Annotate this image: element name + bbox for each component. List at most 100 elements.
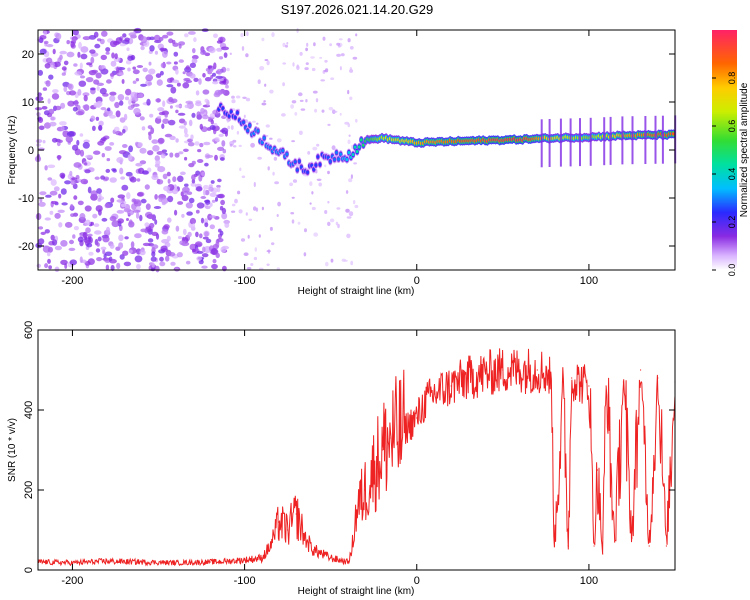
noise-speck (215, 241, 220, 248)
noise-speck (282, 42, 286, 48)
noise-speck (102, 236, 110, 243)
noise-speck (82, 231, 88, 239)
noise-speck (291, 140, 295, 143)
noise-speck (243, 114, 246, 119)
noise-speck (214, 137, 220, 142)
noise-speck (313, 42, 316, 47)
snr-point (550, 377, 552, 379)
noise-speck (198, 78, 202, 85)
noise-speck (146, 98, 151, 106)
noise-speck (119, 117, 126, 123)
noise-speck (115, 37, 123, 44)
noise-speck (292, 62, 295, 67)
noise-speck (44, 217, 51, 221)
noise-speck (347, 89, 350, 95)
noise-speck (320, 79, 326, 82)
noise-speck (97, 198, 102, 202)
noise-speck (116, 262, 121, 270)
noise-speck (116, 199, 124, 203)
noise-speck (130, 241, 135, 249)
noise-speck (221, 140, 226, 147)
noise-speck (141, 126, 146, 131)
noise-speck (204, 231, 209, 237)
ridge-core (318, 163, 322, 167)
noise-speck (178, 151, 184, 155)
noise-speck (48, 265, 52, 270)
noise-speck (218, 228, 222, 233)
noise-speck (205, 199, 211, 205)
noise-speck (347, 123, 351, 128)
noise-speck (90, 190, 98, 197)
noise-speck (78, 41, 82, 49)
noise-speck (290, 212, 295, 215)
noise-speck (128, 219, 133, 225)
noise-speck (84, 219, 91, 226)
snr-point (622, 381, 625, 383)
ridge-core (359, 138, 363, 142)
noise-speck (156, 179, 164, 185)
noise-speck (289, 182, 293, 187)
noise-speck (245, 97, 251, 102)
noise-speck (170, 98, 178, 104)
noise-speck (155, 98, 162, 103)
noise-speck (85, 154, 93, 159)
noise-speck (229, 52, 232, 56)
noise-speck (253, 182, 256, 187)
noise-speck (183, 148, 189, 152)
snr-point (605, 385, 607, 387)
noise-speck (169, 152, 174, 158)
noise-speck (349, 67, 353, 71)
noise-speck (182, 71, 186, 75)
noise-speck (119, 254, 125, 260)
noise-speck (327, 221, 331, 226)
snr-point (398, 433, 401, 435)
noise-speck (61, 72, 66, 76)
noise-speck (131, 198, 137, 203)
noise-speck (355, 33, 358, 37)
ridge-core (353, 145, 357, 149)
noise-speck (267, 166, 270, 171)
noise-speck (72, 106, 78, 112)
noise-speck (177, 112, 186, 116)
noise-speck (216, 47, 223, 52)
noise-speck (80, 46, 89, 53)
noise-speck (209, 202, 213, 207)
noise-speck (148, 214, 154, 220)
snr-point (373, 469, 375, 471)
noise-speck (189, 73, 196, 79)
snr-point (424, 401, 426, 403)
noise-speck (175, 68, 179, 75)
noise-speck (205, 154, 214, 158)
ridge-core (248, 123, 252, 127)
noise-speck (210, 119, 214, 125)
noise-speck (134, 27, 142, 34)
snr-point (536, 369, 538, 371)
noise-speck (122, 144, 128, 148)
noise-speck (323, 69, 327, 72)
colorbar-tick-label: 0.6 (727, 120, 737, 133)
noise-speck (140, 36, 148, 44)
noise-speck (55, 32, 62, 40)
noise-speck (47, 164, 56, 169)
noise-speck (191, 179, 196, 184)
noise-speck (325, 261, 329, 267)
noise-speck (126, 218, 129, 221)
noise-speck (93, 223, 100, 228)
noise-speck (258, 234, 261, 238)
noise-speck (47, 258, 51, 264)
noise-speck (184, 133, 189, 138)
noise-speck (82, 92, 90, 97)
noise-speck (89, 49, 96, 54)
noise-speck (195, 231, 199, 238)
noise-speck (154, 219, 158, 225)
noise-speck (121, 184, 129, 191)
noise-speck (115, 110, 121, 118)
noise-speck (90, 221, 94, 226)
noise-speck (282, 62, 287, 65)
noise-speck (220, 199, 226, 206)
noise-speck (94, 43, 101, 49)
noise-speck (261, 37, 265, 42)
noise-speck (184, 33, 189, 38)
noise-speck (129, 176, 137, 183)
noise-speck (261, 206, 264, 211)
